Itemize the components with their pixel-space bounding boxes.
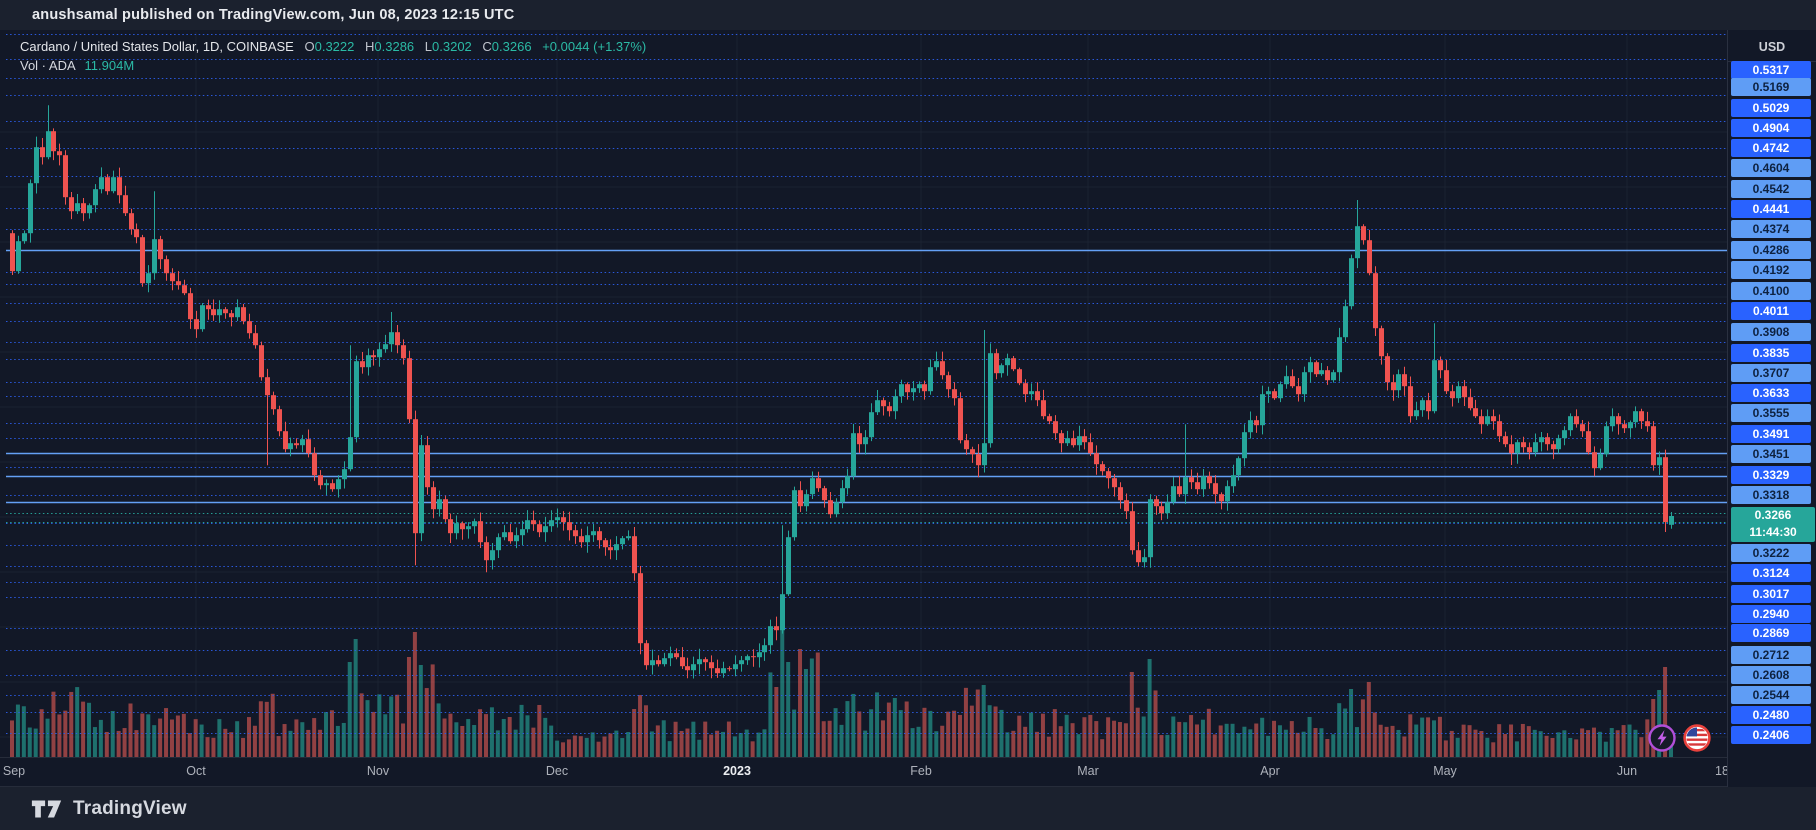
price-level-label: 0.2406 (1731, 726, 1811, 744)
price-level-label: 0.4374 (1731, 220, 1811, 238)
currency-label: USD (1758, 40, 1786, 54)
price-level-label: 0.3222 (1731, 544, 1811, 562)
time-axis-label: 18 (1715, 764, 1729, 778)
price-level-label: 0.2712 (1731, 646, 1811, 664)
price-level-label: 0.4441 (1731, 200, 1811, 218)
time-axis[interactable]: Sep Oct Nov Dec 2023 Feb Mar Apr May Jun 18 (0, 757, 1729, 787)
time-axis-label: May (1433, 764, 1457, 778)
low-value: 0.3202 (432, 39, 472, 54)
time-axis-label: 2023 (723, 764, 751, 778)
price-level-label: 0.3555 (1731, 404, 1811, 422)
us-flag-icon[interactable] (1683, 724, 1711, 752)
price-level-label: 0.3329 (1731, 466, 1811, 484)
time-axis-label: Dec (545, 764, 569, 778)
time-axis-label: Apr (1260, 764, 1280, 778)
time-axis-label: Nov (366, 764, 390, 778)
price-level-label: 0.4011 (1731, 302, 1811, 320)
close-value: 0.3266 (491, 39, 532, 54)
price-level-label: 0.2544 (1731, 686, 1811, 704)
price-level-label: 0.4286 (1731, 241, 1811, 259)
price-level-label: 0.4742 (1731, 139, 1811, 157)
price-level-label: 0.3318 (1731, 486, 1811, 504)
price-level-label: 0.3633 (1731, 384, 1811, 402)
price-level-label: 0.5169 (1731, 78, 1811, 96)
volume-value: 11.904M (84, 58, 135, 73)
price-level-label: 0.3017 (1731, 585, 1811, 603)
time-axis-label: Mar (1077, 764, 1099, 778)
low-label: L (424, 39, 433, 54)
price-level-label: 0.4192 (1731, 261, 1811, 279)
close-label: C (482, 39, 492, 54)
price-level-label: 0.2940 (1731, 605, 1811, 623)
price-level-label: 0.4604 (1731, 159, 1811, 177)
open-label: O (304, 39, 315, 54)
volume-label[interactable]: Vol · ADA (20, 58, 75, 73)
chart-legend: Cardano / United States Dollar, 1D, COIN… (20, 37, 646, 75)
price-level-label: 0.2869 (1731, 624, 1811, 642)
chart-badges (1648, 724, 1711, 752)
price-scale[interactable]: USD 0.5317 0.5169 0.5029 0.4904 0.4742 0.4604… (1727, 30, 1816, 787)
candle-countdown: 11:44:30 (1749, 525, 1797, 539)
current-price-label: 0.3266 11:44:30 (1731, 507, 1815, 542)
tradingview-brand-text[interactable]: TradingView (73, 797, 187, 819)
price-level-label: 0.3835 (1731, 344, 1811, 362)
tradingview-logo-icon[interactable] (30, 798, 64, 820)
symbol-title[interactable]: Cardano / United States Dollar, 1D, COIN… (20, 39, 294, 54)
attribution-bar: anushsamal published on TradingView.com,… (0, 0, 1816, 30)
price-level-label: 0.4100 (1731, 282, 1811, 300)
price-level-label: 0.3908 (1731, 323, 1811, 341)
price-level-label: 0.3491 (1731, 425, 1811, 443)
high-label: H (365, 39, 375, 54)
attribution-text: anushsamal published on TradingView.com,… (32, 7, 515, 23)
time-axis-label: Oct (186, 764, 206, 778)
footer: TradingView (0, 787, 1816, 830)
open-value: 0.3222 (314, 39, 355, 54)
price-level-label: 0.3707 (1731, 364, 1811, 382)
price-level-label: 0.2480 (1731, 706, 1811, 724)
price-level-label: 0.5029 (1731, 99, 1811, 117)
time-axis-label: Sep (2, 764, 26, 778)
flash-icon[interactable] (1648, 724, 1676, 752)
time-axis-label: Jun (1616, 764, 1638, 778)
price-level-label: 0.3451 (1731, 445, 1811, 463)
time-axis-label: Feb (910, 764, 932, 778)
price-level-label: 0.2608 (1731, 666, 1811, 684)
price-level-label: 0.4904 (1731, 119, 1811, 137)
high-value: 0.3286 (374, 39, 415, 54)
price-level-label: 0.5317 (1731, 61, 1811, 79)
change-value: +0.0044 (+1.37%) (542, 39, 647, 54)
price-level-label: 0.3124 (1731, 564, 1811, 582)
price-level-label: 0.4542 (1731, 180, 1811, 198)
